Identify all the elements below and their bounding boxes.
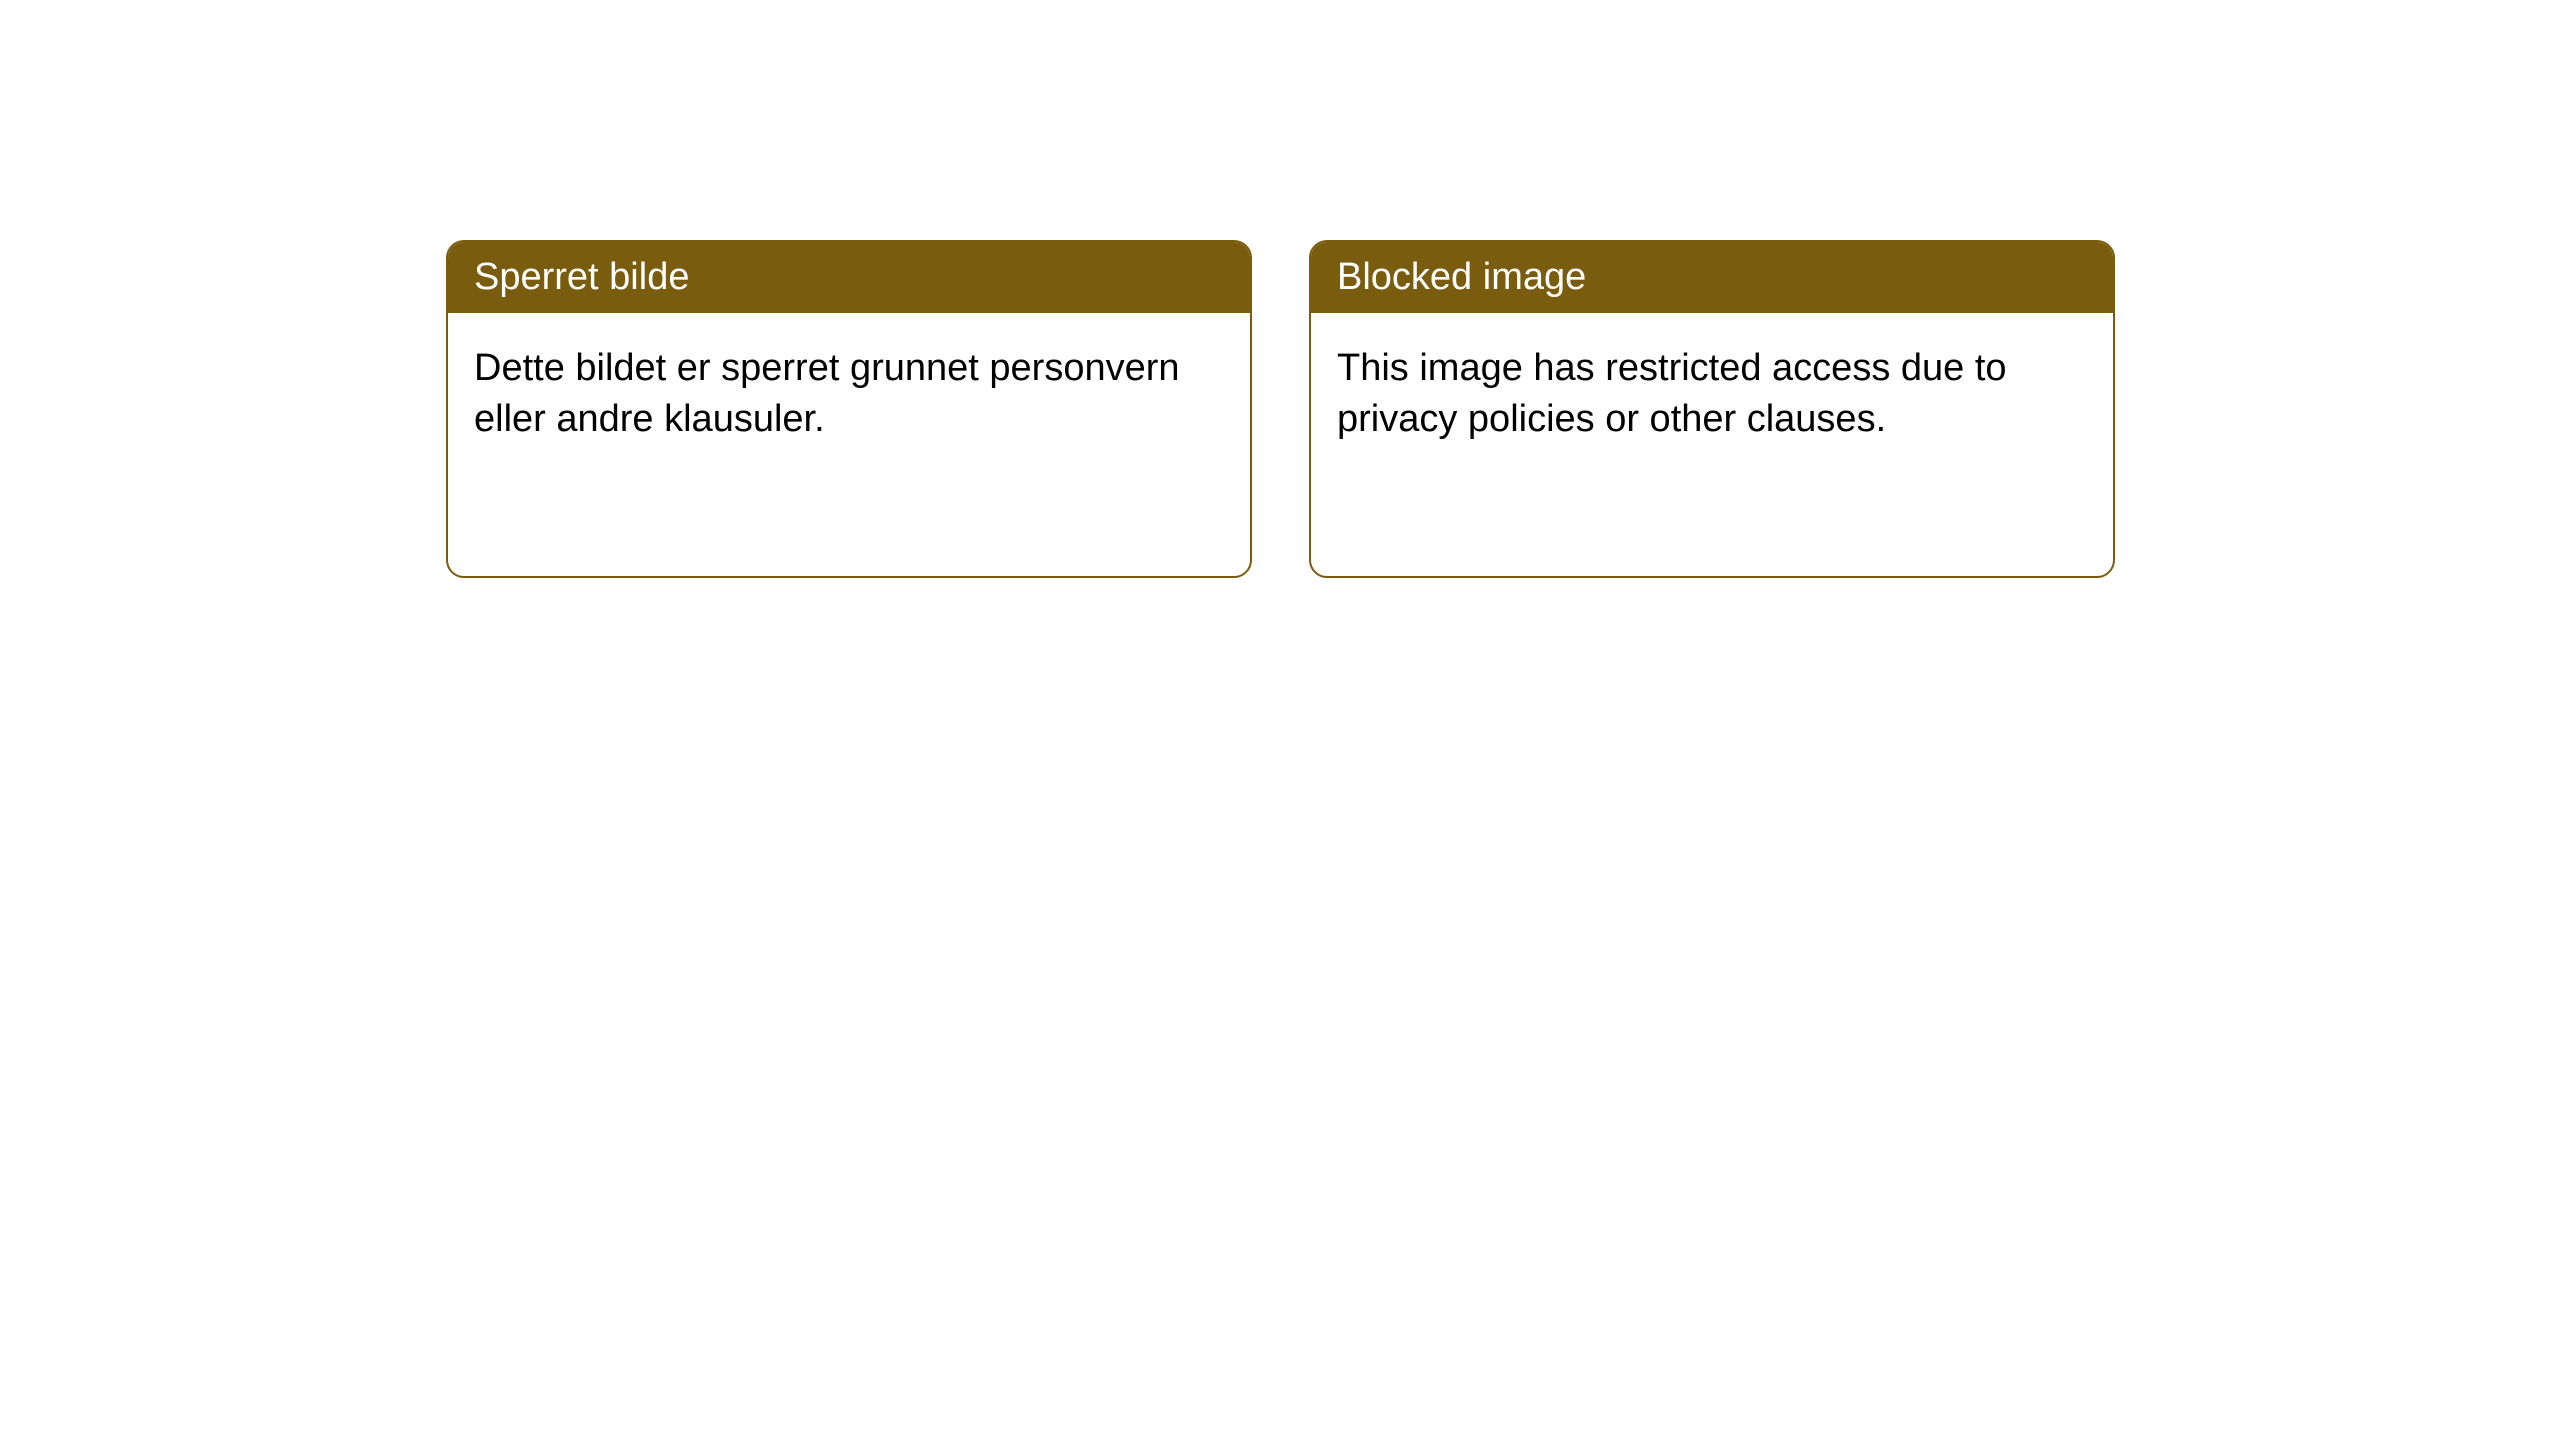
notice-header: Sperret bilde <box>448 242 1250 313</box>
notice-body: This image has restricted access due to … <box>1311 313 2113 476</box>
notice-title: Sperret bilde <box>474 256 689 298</box>
notice-body: Dette bildet er sperret grunnet personve… <box>448 313 1250 476</box>
notice-body-text: Dette bildet er sperret grunnet personve… <box>474 347 1180 440</box>
notice-card-english: Blocked image This image has restricted … <box>1309 240 2115 578</box>
notice-title: Blocked image <box>1337 256 1586 298</box>
notice-body-text: This image has restricted access due to … <box>1337 347 2007 440</box>
notice-header: Blocked image <box>1311 242 2113 313</box>
notice-card-norwegian: Sperret bilde Dette bildet er sperret gr… <box>446 240 1252 578</box>
notice-container: Sperret bilde Dette bildet er sperret gr… <box>0 0 2560 578</box>
